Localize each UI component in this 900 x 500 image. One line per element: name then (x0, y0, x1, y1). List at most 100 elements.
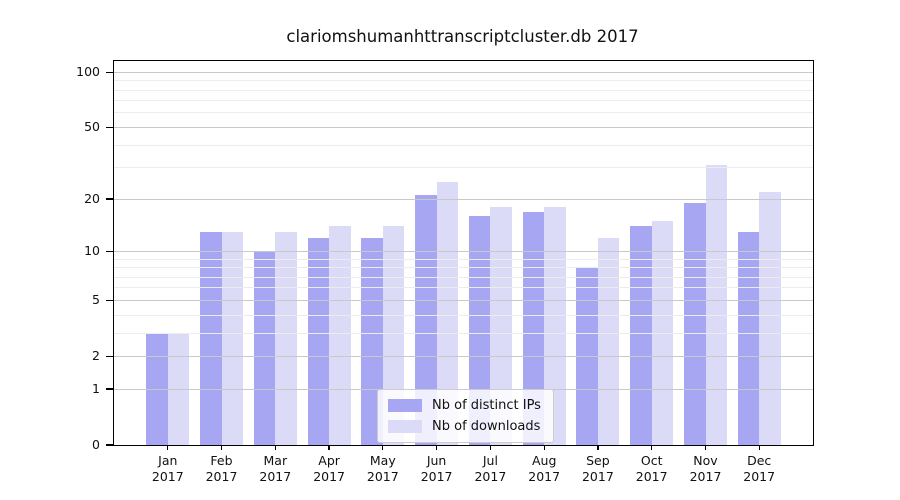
x-tick-label-line: Jun (426, 453, 447, 468)
gridline-major (114, 198, 813, 200)
x-tick-label-line: Nov (693, 453, 718, 468)
x-tick-label-line: 2017 (528, 469, 561, 484)
x-tick-label: Jun 2017 (405, 453, 469, 485)
x-tick-label-line: 2017 (313, 469, 345, 484)
bar (275, 231, 297, 445)
x-tick-label: Jan 2017 (136, 453, 200, 485)
x-tick-mark (167, 445, 169, 450)
gridline-minor (114, 167, 813, 169)
x-tick-mark (597, 445, 599, 450)
y-tick-mark (106, 355, 114, 357)
x-tick-label-line: 2017 (259, 469, 292, 484)
x-tick-label-line: May (369, 453, 396, 468)
bar (490, 207, 512, 445)
gridline-major (114, 126, 813, 128)
plot-area: Nb of distinct IPs Nb of downloads Jan 20… (76, 60, 814, 484)
bar (221, 231, 243, 445)
x-tick-mark (704, 445, 707, 450)
y-tick-mark (106, 388, 114, 390)
x-tick-mark (435, 445, 438, 450)
gridline-minor (114, 258, 813, 260)
y-tick-mark (106, 299, 114, 301)
x-tick-label: Sep 2017 (566, 453, 630, 485)
x-tick-label: Aug 2017 (512, 453, 576, 485)
gridline-minor (114, 276, 813, 278)
y-tick-label: 5 (92, 292, 100, 308)
x-tick-label-line: 2017 (420, 469, 453, 484)
gridline-minor (114, 80, 813, 82)
x-tick-mark (758, 445, 760, 450)
bar (759, 191, 781, 445)
y-tick-label: 50 (84, 119, 100, 135)
bar (630, 226, 652, 445)
x-tick-label-line: Mar (263, 453, 288, 468)
legend-swatch-downloads (388, 420, 422, 433)
gridline-major (114, 299, 813, 301)
chart-title: clariomshumanhttranscriptcluster.db 2017 (286, 27, 639, 46)
legend-swatch-distinct-ips (388, 399, 422, 412)
x-tick-mark (651, 445, 653, 450)
y-tick-label: 1 (92, 381, 100, 396)
x-tick-label-line: 2017 (635, 469, 668, 484)
x-tick-label-line: 2017 (205, 469, 238, 484)
legend-label-distinct-ips: Nb of distinct IPs (432, 398, 541, 413)
y-tick-mark (106, 71, 114, 73)
bar (597, 237, 620, 445)
x-tick-label: Feb 2017 (190, 453, 254, 485)
y-tick-mark (106, 444, 114, 446)
gridline-minor (114, 144, 813, 146)
y-tick-label: 20 (84, 191, 100, 207)
gridline-major (114, 71, 813, 73)
bar (200, 231, 222, 445)
x-tick-mark (328, 445, 330, 450)
bar (468, 216, 491, 445)
legend: Nb of distinct IPs Nb of downloads (377, 389, 554, 443)
y-tick-label: 0 (92, 437, 100, 452)
bar (544, 207, 566, 445)
y-tick-label: 2 (92, 348, 100, 364)
x-tick-label: Oct 2017 (620, 453, 684, 485)
x-tick-label-line: 2017 (474, 469, 507, 484)
x-tick-label-line: Dec (747, 453, 772, 468)
gridline-minor (114, 267, 813, 268)
x-tick-mark (274, 445, 276, 450)
x-tick-label: Mar 2017 (243, 453, 307, 485)
bar (307, 237, 330, 445)
x-tick-label-line: 2017 (743, 469, 776, 484)
x-tick-label-line: Oct (640, 453, 663, 468)
y-tick-mark (106, 126, 114, 129)
legend-item-distinct-ips: Nb of distinct IPs (388, 398, 541, 413)
bar (253, 251, 276, 445)
y-tick-label: 10 (84, 243, 100, 259)
bar (705, 165, 727, 445)
x-tick-label-line: 2017 (366, 469, 399, 484)
x-tick-label-line: Sep (586, 453, 610, 468)
x-tick-mark (220, 445, 223, 450)
bar (737, 231, 760, 445)
x-tick-label-line: Aug (531, 453, 557, 468)
x-tick-label-line: 2017 (151, 469, 184, 484)
gridline-minor (114, 112, 813, 114)
y-tick-label: 100 (76, 64, 100, 80)
bar (522, 211, 545, 445)
legend-label-downloads: Nb of downloads (432, 419, 541, 434)
gridline-minor (114, 332, 813, 334)
bar (329, 226, 351, 445)
x-tick-label-line: Jan (158, 453, 178, 468)
y-tick-mark (106, 198, 114, 200)
gridline-minor (114, 89, 813, 91)
x-tick-mark (543, 445, 545, 450)
x-tick-label: Jul 2017 (458, 453, 522, 485)
x-tick-label: Apr 2017 (297, 453, 361, 485)
x-tick-label: Dec 2017 (727, 453, 791, 485)
x-tick-label-line: 2017 (689, 469, 722, 484)
bar (684, 203, 706, 445)
gridline-minor (114, 100, 813, 102)
x-tick-label-line: Jul (482, 453, 498, 468)
gridline-minor (114, 314, 813, 316)
y-tick-mark (106, 250, 114, 252)
x-tick-label-line: 2017 (581, 469, 614, 484)
x-tick-mark (489, 445, 492, 450)
x-tick-label-line: Apr (318, 453, 340, 468)
